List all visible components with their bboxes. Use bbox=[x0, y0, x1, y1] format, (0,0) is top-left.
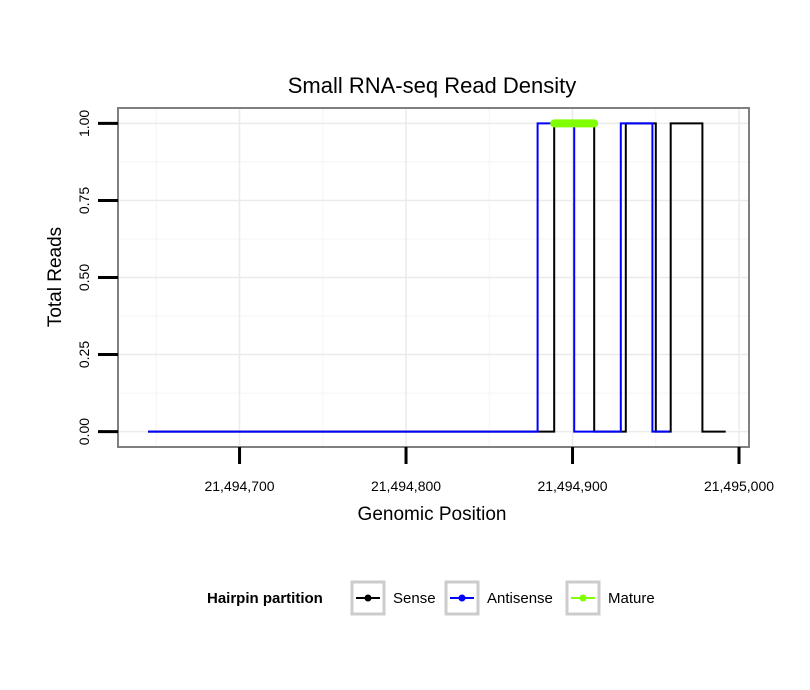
legend: Hairpin partition Sense Antisense Mature bbox=[207, 580, 655, 616]
legend-entry-antisense: Antisense bbox=[444, 580, 553, 616]
x-tick-label: 21,494,900 bbox=[537, 478, 607, 494]
legend-entry-mature: Mature bbox=[565, 580, 655, 616]
legend-key-point bbox=[364, 594, 372, 602]
legend-label: Sense bbox=[393, 590, 436, 607]
legend-title: Hairpin partition bbox=[207, 590, 323, 607]
x-tick-label: 21,494,700 bbox=[204, 478, 274, 494]
legend-entry-sense: Sense bbox=[350, 580, 436, 616]
legend-key-point bbox=[579, 594, 587, 602]
x-tick-label: 21,495,000 bbox=[704, 478, 774, 494]
grid-lines bbox=[118, 108, 749, 447]
x-axis-title: Genomic Position bbox=[358, 504, 507, 525]
legend-key-point bbox=[458, 594, 466, 602]
y-axis-title: Total Reads bbox=[45, 227, 66, 327]
series-lines bbox=[148, 119, 726, 433]
y-tick-label: 1.00 bbox=[76, 110, 92, 137]
x-tick-label: 21,494,800 bbox=[371, 478, 441, 494]
legend-label: Mature bbox=[608, 590, 655, 607]
axes: 21,494,700 21,494,800 21,494,900 21,495,000… bbox=[76, 107, 774, 494]
y-tick-label: 0.50 bbox=[76, 264, 92, 291]
y-tick-label: 0.00 bbox=[76, 418, 92, 445]
legend-label: Antisense bbox=[487, 590, 553, 607]
y-tick-label: 0.25 bbox=[76, 341, 92, 368]
y-tick-label: 0.75 bbox=[76, 187, 92, 214]
series-line-antisense bbox=[148, 122, 670, 433]
chart-title: Small RNA-seq Read Density bbox=[288, 73, 577, 98]
